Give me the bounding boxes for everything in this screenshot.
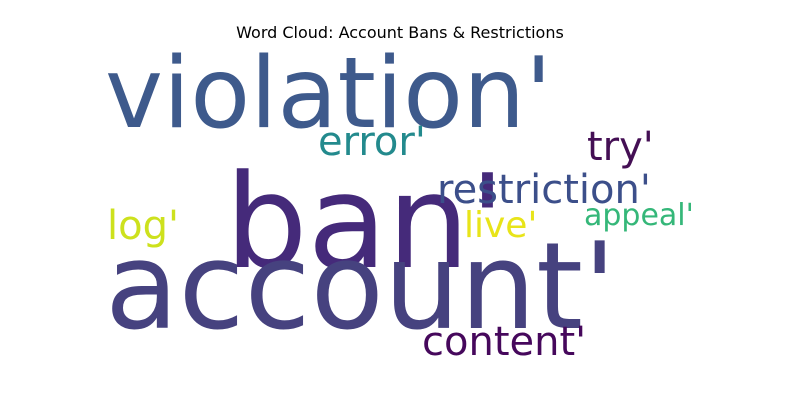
word-restriction: restriction': [437, 167, 651, 213]
word-account: account': [105, 218, 616, 357]
word-cloud: violation'ban'account' error' try'restrict…: [105, 45, 694, 365]
word-error: error': [318, 119, 426, 165]
word-violation: violation': [105, 45, 552, 151]
word-content: content': [422, 319, 586, 365]
word-try: try': [587, 124, 654, 170]
word-ban: ban': [225, 146, 505, 298]
chart-title: Word Cloud: Account Bans & Restrictions: [236, 23, 564, 42]
word-log: log': [107, 203, 179, 249]
word-appeal: appeal': [584, 198, 694, 233]
word-live: live': [464, 205, 537, 246]
